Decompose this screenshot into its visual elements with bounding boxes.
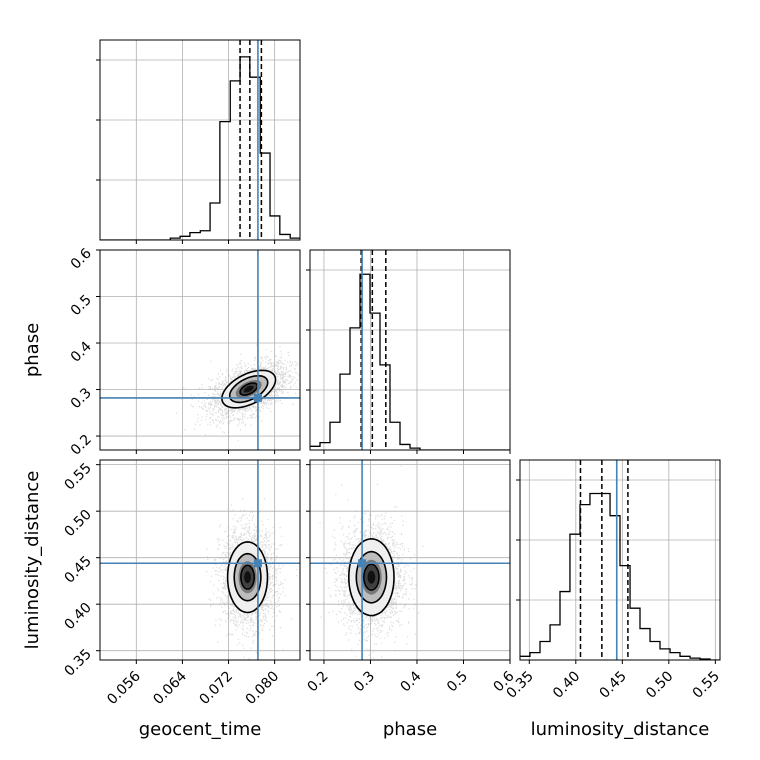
x-axis-label-phase: phase [383,719,437,740]
panel-background [310,250,510,450]
truth-marker [358,559,367,568]
y-tick-label: 0.5 [68,292,95,319]
y-axis-label-phase: phase [22,323,43,377]
panel-content [100,460,300,660]
density-fill [243,385,254,393]
y-tick-label: 0.3 [68,385,95,412]
panel-frame [309,249,511,451]
contour-line [239,382,259,396]
density-fill [244,571,251,584]
panel-frame [99,249,301,451]
x-tick-label: 0.4 [398,668,425,695]
histogram-step [310,273,510,450]
x-tick-label: 0.55 [690,668,723,701]
y-tick-label: 0.35 [61,646,94,679]
contour-line [362,563,380,591]
x-tick-label: 0.45 [597,668,630,701]
y-tick-label: 0.55 [61,460,94,493]
panel-frame [309,459,511,661]
panel-frame [519,459,721,661]
panel-content [310,460,510,660]
panel-background [100,460,300,660]
x-tick-label: 0.2 [305,668,332,695]
truth-marker [253,559,262,568]
x-tick-label: 0.5 [444,668,471,695]
density-fill [367,570,376,584]
hist-panel-geocent-time [99,39,301,241]
x-tick-label: 0.072 [196,668,236,708]
scatter-panel-geocent-time-vs-luminosity-distance [99,459,301,661]
x-axis-label-luminosity-distance: luminosity_distance [531,719,710,740]
scatter-panel-geocent-time-vs-phase [99,249,301,451]
hist-panel-luminosity-distance [519,459,721,661]
y-tick-label: 0.6 [68,245,95,272]
truth-marker [253,393,262,402]
y-axis-label-luminosity-distance: luminosity_distance [22,471,43,650]
y-tick-label: 0.4 [68,338,95,365]
contour-line [233,552,262,602]
panel-background [100,250,300,450]
x-tick-label: 0.3 [351,668,378,695]
panel-background [100,40,300,240]
hist-panel-phase [309,249,511,451]
y-tick-label: 0.50 [61,507,94,540]
contour-line [355,550,388,604]
x-tick-label: 0.080 [243,668,283,708]
histogram-step [100,56,300,240]
y-tick-label: 0.40 [61,600,94,633]
y-tick-label: 0.45 [61,553,94,586]
histogram-step [520,492,720,660]
x-tick-label: 0.064 [150,668,190,708]
panel-frame [99,39,301,241]
x-tick-label: 0.50 [643,668,676,701]
x-axis-label-geocent-time: geocent_time [139,719,262,740]
panel-frame [99,459,301,661]
contour-line [347,537,395,617]
panel-content [100,250,300,450]
scatter-panel-phase-vs-luminosity-distance [309,459,511,661]
x-tick-label: 0.056 [104,668,144,708]
y-tick-label: 0.2 [68,432,95,459]
panel-background [310,460,510,660]
contour-line [240,564,255,590]
x-tick-label: 0.40 [550,668,583,701]
